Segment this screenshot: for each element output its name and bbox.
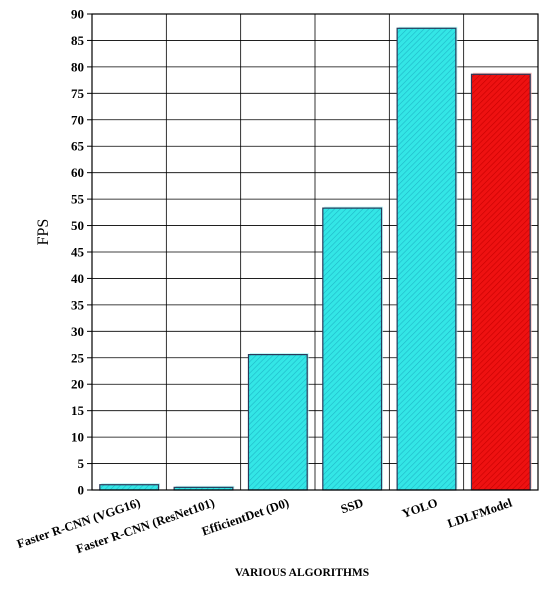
- y-tick-label: 40: [71, 271, 84, 286]
- y-tick-label: 60: [71, 165, 84, 180]
- y-tick-label: 85: [71, 33, 85, 48]
- y-tick-label: 45: [71, 245, 85, 260]
- y-tick-label: 35: [71, 297, 85, 312]
- y-tick-label: 10: [71, 430, 84, 445]
- y-tick-label: 55: [71, 192, 85, 207]
- bars: [99, 26, 532, 491]
- y-tick-label: 50: [71, 218, 84, 233]
- bar-5: [470, 73, 531, 491]
- y-tick-label: 0: [78, 483, 85, 498]
- y-tick-label: 15: [71, 403, 85, 418]
- y-tick-label: 25: [71, 350, 85, 365]
- bar-2: [247, 354, 308, 491]
- y-tick-label: 80: [71, 59, 84, 74]
- y-tick-label: 70: [71, 112, 84, 127]
- x-tick-label: LDLFModel: [446, 495, 515, 530]
- y-tick-labels: 0 5 10 15 20 25 30 35 40 45 50 55 60 65 70 75 80 85 90: [71, 7, 85, 498]
- y-tick-label: 75: [71, 86, 85, 101]
- axes: [87, 13, 539, 491]
- y-tick-label: 90: [71, 7, 84, 22]
- x-tick-label: YOLO: [400, 496, 440, 521]
- y-tick-label: 65: [71, 139, 85, 154]
- x-tick-labels: Faster R-CNN (VGG16)Faster R-CNN (ResNet…: [15, 495, 514, 556]
- y-tick-label: 5: [78, 456, 85, 471]
- x-tick-label: SSD: [339, 496, 365, 517]
- x-tick-label: Faster R-CNN (ResNet101): [74, 496, 216, 557]
- y-axis-title: FPS: [35, 219, 52, 246]
- x-axis-title: VARIOUS ALGORITHMS: [235, 567, 369, 579]
- bar-4: [396, 27, 457, 491]
- y-tick-label: 30: [71, 324, 84, 339]
- bar-3: [322, 207, 383, 491]
- gridlines: [92, 13, 538, 491]
- plot-frame: [91, 13, 539, 491]
- y-tick-label: 20: [71, 377, 84, 392]
- bar-0: [99, 484, 160, 491]
